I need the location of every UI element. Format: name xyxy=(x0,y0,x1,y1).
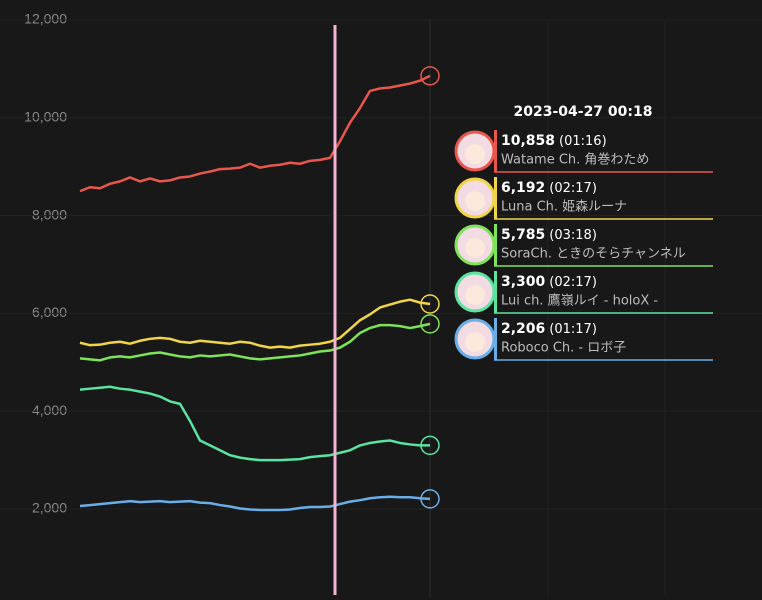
entry-time: (01:16) xyxy=(559,134,607,149)
entry-name: Watame Ch. 角巻わため xyxy=(501,153,649,168)
entry-value-line: 10,858 (01:16) xyxy=(501,133,607,149)
entry-time: (02:17) xyxy=(549,275,597,290)
entry-value: 2,206 xyxy=(501,321,545,337)
entry-value-line: 6,192 (02:17) xyxy=(501,180,597,196)
entry-name: SoraCh. ときのそらチャンネル xyxy=(501,247,686,262)
end-marker xyxy=(420,435,440,456)
y-tick-label: 8,000 xyxy=(32,206,67,222)
entry-name: Roboco Ch. - ロボ子 xyxy=(501,341,626,356)
entry-value-line: 2,206 (01:17) xyxy=(501,321,597,337)
tooltip-title: 2023-04-27 00:18 xyxy=(514,104,653,120)
y-tick-label: 10,000 xyxy=(24,108,67,124)
entry-value-line: 3,300 (02:17) xyxy=(501,274,597,290)
series-line xyxy=(79,322,431,362)
entry-value: 5,785 xyxy=(501,227,545,243)
lines xyxy=(79,66,440,512)
y-tick-label: 12,000 xyxy=(24,11,67,27)
entry-value-line: 5,785 (03:18) xyxy=(501,227,597,243)
entry-time: (01:17) xyxy=(549,322,597,337)
avatar-face xyxy=(465,332,485,352)
avatar-face xyxy=(465,238,485,258)
series-line xyxy=(79,298,431,349)
end-marker xyxy=(420,314,440,334)
series-line xyxy=(79,385,430,462)
entry-name: Lui ch. 鷹嶺ルイ - holoX - xyxy=(501,294,658,309)
avatar-face xyxy=(465,144,485,164)
entry-value: 10,858 xyxy=(501,133,555,149)
entry-time: (02:17) xyxy=(549,181,597,196)
series-line xyxy=(79,495,431,512)
entry-name: Luna Ch. 姫森ルーナ xyxy=(501,200,627,215)
end-marker xyxy=(420,66,440,86)
y-tick-label: 2,000 xyxy=(32,500,67,516)
entry-value: 3,300 xyxy=(501,274,546,290)
entry-time: (03:18) xyxy=(549,228,597,243)
series-line xyxy=(79,74,431,193)
y-tick-label: 6,000 xyxy=(32,304,67,320)
end-marker xyxy=(420,489,440,509)
avatar-face xyxy=(465,191,485,211)
end-marker xyxy=(420,294,440,314)
tooltip: 2023-04-27 00:18 10,858 (01:16) Watame Ch.… xyxy=(454,104,713,361)
y-tick-label: 4,000 xyxy=(32,402,67,418)
avatar-face xyxy=(465,285,485,305)
entry-value: 6,192 xyxy=(501,180,545,196)
